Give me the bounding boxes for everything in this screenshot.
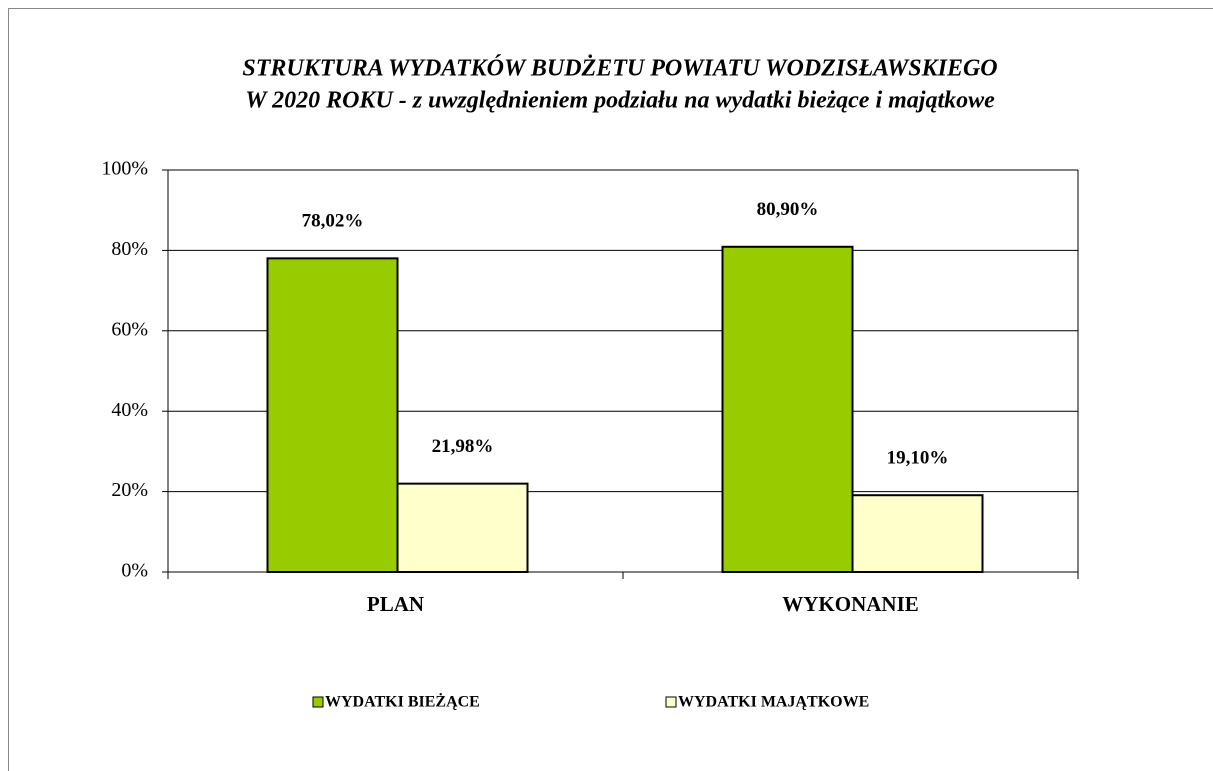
bar: [396, 482, 529, 574]
bar: [851, 494, 984, 573]
value-label: 78,02%: [302, 211, 364, 232]
legend-swatch: [312, 696, 324, 708]
y-tick-label: 80%: [111, 238, 148, 260]
x-tick-label: WYKONANIE: [782, 592, 919, 616]
chart-title: STRUKTURA WYDATKÓW BUDŻETU POWIATU WODZI…: [242, 55, 997, 82]
value-label: 19,10%: [887, 448, 949, 469]
value-label: 21,98%: [432, 436, 494, 457]
chart-title: W 2020 ROKU - z uwzględnieniem podziału …: [245, 88, 995, 114]
x-tick-label: PLAN: [367, 592, 424, 616]
chart-frame: [8, 8, 1213, 771]
legend-label: WYDATKI MAJĄTKOWE: [678, 694, 869, 711]
legend-swatch: [665, 696, 677, 708]
y-tick-label: 0%: [121, 560, 148, 582]
y-tick-label: 20%: [111, 479, 148, 501]
legend-label: WYDATKI BIEŻĄCE: [325, 692, 480, 711]
bar: [266, 257, 399, 573]
y-tick-label: 60%: [111, 318, 148, 340]
value-label: 80,90%: [757, 199, 819, 220]
bar: [721, 245, 854, 573]
y-tick-label: 100%: [101, 158, 148, 180]
y-tick-label: 40%: [111, 399, 148, 421]
